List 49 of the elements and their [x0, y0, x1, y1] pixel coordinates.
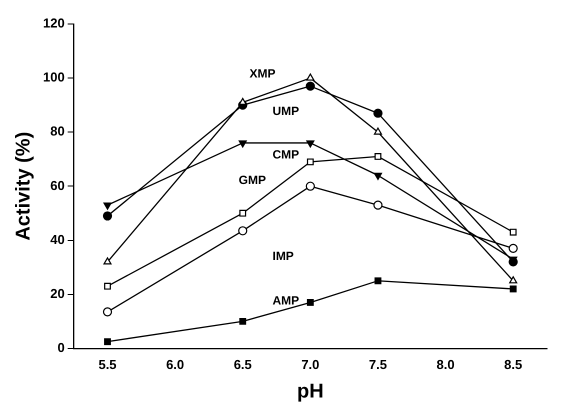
- point: [374, 153, 382, 160]
- y-tick-label: 60: [50, 178, 65, 193]
- point: [374, 277, 382, 284]
- y-tick-label: 100: [42, 70, 65, 85]
- y-tick-label: 0: [57, 340, 65, 355]
- point: [306, 73, 314, 81]
- y-tick-label: 80: [50, 124, 65, 139]
- series-label: AMP: [272, 293, 300, 308]
- series-label: UMP: [272, 104, 300, 118]
- point: [374, 172, 382, 180]
- series-label: CMP: [272, 147, 300, 162]
- point: [306, 299, 314, 306]
- point: [239, 318, 246, 325]
- text: IMP: [272, 248, 294, 263]
- y-tick-label: 120: [42, 16, 65, 31]
- y-axis-title: Activity (%): [12, 132, 35, 241]
- x-tick-label: 5.5: [98, 356, 117, 372]
- point: [374, 128, 382, 135]
- point: [103, 257, 112, 264]
- y-tick-label: 40: [50, 232, 65, 247]
- point: [306, 158, 314, 166]
- point: [510, 228, 517, 236]
- point: [509, 276, 518, 284]
- point: [238, 226, 248, 236]
- point: [306, 182, 315, 191]
- x-tick-label: 7.5: [368, 356, 387, 372]
- point: [102, 307, 112, 317]
- point: [510, 286, 517, 292]
- series-label: GMP: [238, 173, 266, 188]
- point: [104, 282, 111, 290]
- point: [373, 200, 383, 210]
- x-tick-label: 6.5: [234, 356, 252, 372]
- point: [104, 338, 111, 346]
- point: [508, 244, 518, 253]
- point: [102, 211, 112, 221]
- x-tick-label: 6.0: [166, 356, 184, 372]
- point: [306, 82, 315, 91]
- x-tick-label: 8.5: [504, 356, 522, 372]
- x-tick-label: 7.0: [301, 356, 320, 372]
- x-axis-title: pH: [297, 380, 324, 403]
- point: [373, 108, 383, 118]
- point: [306, 140, 314, 148]
- x-tick-label: 8.0: [436, 356, 455, 372]
- point: [238, 140, 247, 148]
- y-tick-label: 20: [50, 286, 65, 301]
- point: [238, 98, 247, 105]
- point: [239, 210, 246, 217]
- point: [103, 202, 112, 210]
- series-label: XMP: [249, 66, 276, 80]
